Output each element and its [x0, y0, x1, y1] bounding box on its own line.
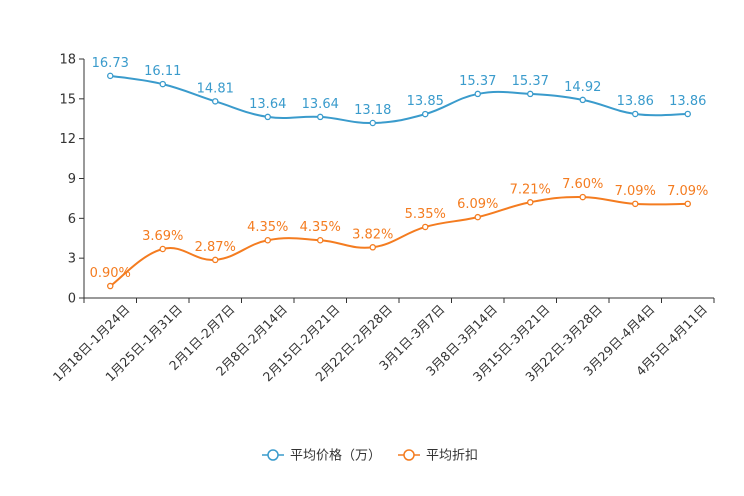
- y-tick-label: 18: [59, 53, 76, 68]
- data-label: 7.09%: [615, 184, 656, 199]
- data-point[interactable]: [316, 236, 324, 244]
- y-tick-label: 9: [68, 172, 76, 187]
- series-avg-discount: 0.90% 3.69% 2.87% 4.35% 4.35% 3.82% 5.35% 6.09%…: [90, 177, 708, 290]
- data-label: 0.90%: [90, 266, 131, 281]
- data-label: 13.85: [407, 94, 444, 109]
- data-point[interactable]: [369, 244, 376, 251]
- data-point[interactable]: [474, 213, 481, 221]
- data-point[interactable]: [369, 119, 376, 127]
- data-label: 6.09%: [457, 197, 498, 212]
- data-point[interactable]: [579, 193, 587, 201]
- data-point[interactable]: [107, 72, 114, 80]
- y-tick-label: 0: [68, 292, 76, 307]
- data-label: 7.60%: [562, 177, 603, 192]
- data-point[interactable]: [159, 80, 166, 88]
- data-label: 13.64: [302, 97, 339, 112]
- data-point[interactable]: [632, 200, 639, 208]
- y-tick-label: 12: [59, 132, 76, 147]
- data-point[interactable]: [211, 256, 219, 264]
- series-avg-price: 16.73 16.11 14.81 13.64 13.64 13.18 13.85 15.37…: [92, 56, 706, 127]
- data-label: 7.09%: [667, 184, 708, 199]
- data-label: 7.21%: [510, 182, 551, 197]
- data-point[interactable]: [632, 110, 639, 118]
- data-label: 4.35%: [300, 220, 341, 235]
- data-point[interactable]: [316, 113, 324, 121]
- series-layer: 16.73 16.11 14.81 13.64 13.64 13.18 13.85 15.37…: [90, 56, 708, 290]
- data-point[interactable]: [264, 113, 271, 121]
- data-point[interactable]: [474, 90, 481, 98]
- data-point[interactable]: [527, 90, 534, 98]
- data-point[interactable]: [527, 199, 534, 206]
- data-point[interactable]: [684, 110, 692, 118]
- series-line: [110, 74, 688, 125]
- data-label: 4.35%: [247, 220, 288, 235]
- legend-marker-icon: [403, 449, 415, 461]
- data-label: 16.11: [144, 64, 181, 79]
- data-point[interactable]: [421, 110, 429, 118]
- data-label: 13.64: [249, 97, 286, 112]
- data-label: 15.37: [512, 74, 549, 89]
- data-label: 3.82%: [352, 227, 393, 242]
- data-label: 16.73: [92, 56, 129, 71]
- data-label: 3.69%: [142, 229, 183, 244]
- data-point[interactable]: [421, 223, 429, 231]
- data-point[interactable]: [159, 245, 166, 253]
- data-point[interactable]: [264, 236, 271, 244]
- legend-item-avg-discount[interactable]: 平均折扣: [398, 449, 478, 464]
- legend-label: 平均折扣: [426, 449, 478, 464]
- y-tick-label: 6: [68, 212, 76, 227]
- data-label: 14.81: [197, 81, 234, 96]
- y-tick-label: 15: [59, 92, 76, 107]
- data-label: 13.18: [354, 103, 391, 118]
- legend-marker-icon: [267, 449, 279, 461]
- data-point[interactable]: [684, 200, 692, 208]
- legend-label: 平均价格（万）: [290, 448, 381, 464]
- data-label: 13.86: [617, 94, 654, 109]
- data-label: 15.37: [459, 74, 496, 89]
- data-label: 2.87%: [195, 240, 236, 255]
- data-label: 5.35%: [405, 207, 446, 222]
- y-tick-label: 3: [68, 252, 76, 267]
- data-point[interactable]: [211, 98, 219, 105]
- legend[interactable]: 平均价格（万） 平均折扣: [262, 448, 478, 464]
- legend-item-avg-price[interactable]: 平均价格（万）: [262, 448, 381, 464]
- series-line: [109, 196, 688, 287]
- data-label: 13.86: [669, 94, 706, 109]
- data-point[interactable]: [579, 96, 587, 104]
- data-point[interactable]: [107, 282, 114, 290]
- data-label: 14.92: [564, 80, 601, 95]
